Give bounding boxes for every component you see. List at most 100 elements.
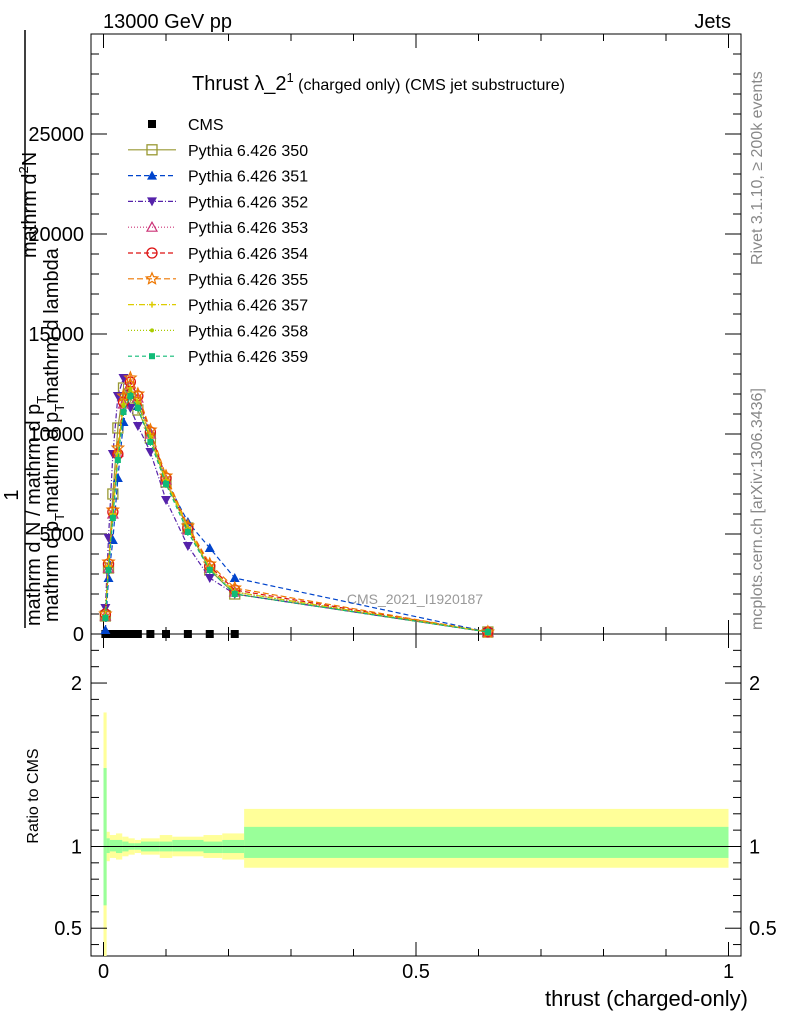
legend-label: Pythia 6.426 351 bbox=[188, 169, 308, 186]
data-point bbox=[127, 393, 134, 399]
legend-item: CMS bbox=[148, 117, 224, 134]
data-point bbox=[134, 405, 141, 411]
header-right: Jets bbox=[694, 11, 731, 33]
plot-title-sup: 1 bbox=[286, 70, 293, 85]
y-label-numerator: mathrm d2N bbox=[16, 152, 41, 258]
ratio-band-inner bbox=[244, 826, 729, 858]
x-tick-label: 1 bbox=[723, 961, 734, 983]
data-point bbox=[145, 448, 156, 457]
legend: CMS Pythia 6.426 350 Pythia 6.426 351 Pythi… bbox=[128, 117, 308, 366]
data-point bbox=[149, 301, 155, 308]
analysis-watermark: CMS_2021_I1920187 bbox=[347, 591, 483, 607]
data-point bbox=[162, 630, 170, 638]
data-point bbox=[204, 543, 215, 552]
plot-title: Thrust λ_21 (charged only) (CMS jet subs… bbox=[192, 70, 565, 95]
data-point bbox=[147, 197, 157, 207]
ratio-band-inner bbox=[106, 838, 110, 854]
legend-label: Pythia 6.426 357 bbox=[188, 298, 308, 315]
data-point bbox=[147, 170, 157, 180]
lower-y-tick-labels: 0.5 1 2 0.5 1 2 bbox=[54, 673, 777, 940]
data-point bbox=[105, 567, 112, 573]
ratio-y-tick-label-right: 1 bbox=[749, 836, 760, 858]
lower-ticks bbox=[91, 634, 741, 956]
mcplots-credit: mcplots.cern.ch [arXiv:1306.3436] bbox=[749, 388, 766, 630]
x-tick-label: 0.5 bbox=[402, 961, 430, 983]
data-point bbox=[107, 488, 119, 500]
ratio-band-inner bbox=[109, 839, 116, 852]
data-point bbox=[108, 630, 117, 638]
rivet-version: Rivet 3.1.10, ≥ 200k events bbox=[749, 71, 766, 265]
legend-label: Pythia 6.426 354 bbox=[188, 246, 308, 263]
legend-label: Pythia 6.426 358 bbox=[188, 323, 308, 340]
lower-frame bbox=[90, 633, 742, 957]
legend-item: Pythia 6.426 352 bbox=[128, 194, 308, 211]
data-point bbox=[184, 529, 191, 535]
plot-title-main: Thrust λ_2 bbox=[192, 73, 286, 95]
legend-label: Pythia 6.426 350 bbox=[188, 143, 308, 160]
series-9 bbox=[102, 392, 491, 636]
upper-ticks bbox=[91, 33, 741, 635]
data-point bbox=[133, 630, 142, 638]
plot-title-rest: (charged only) (CMS jet substructure) bbox=[294, 77, 565, 94]
y-tick-label: 15000 bbox=[28, 324, 84, 346]
data-point bbox=[146, 630, 155, 638]
data-point bbox=[113, 630, 122, 638]
x-axis-label: thrust (charged-only) bbox=[545, 986, 748, 1011]
data-point bbox=[182, 542, 193, 551]
data-point bbox=[100, 625, 111, 634]
legend-item: Pythia 6.426 355 bbox=[128, 271, 308, 289]
y-label-prefactor: 1 bbox=[1, 489, 23, 500]
legend-item: Pythia 6.426 353 bbox=[128, 220, 308, 237]
data-point bbox=[123, 370, 138, 385]
x-tick-labels: 0 0.5 1 bbox=[98, 961, 734, 983]
y-tick-label: 0 bbox=[73, 624, 84, 646]
data-point bbox=[148, 120, 156, 128]
legend-label: Pythia 6.426 353 bbox=[188, 220, 308, 237]
y-tick-label: 25000 bbox=[28, 124, 84, 146]
y-label-denominator: mathrm d pTmathrm d pTmathrm d lambda bbox=[41, 247, 67, 622]
data-point bbox=[102, 615, 109, 621]
ratio-band-inner bbox=[203, 841, 223, 854]
data-point bbox=[206, 567, 213, 573]
data-point bbox=[204, 574, 215, 583]
data-point bbox=[114, 457, 121, 463]
y-tick-label: 10000 bbox=[28, 424, 84, 446]
data-point bbox=[230, 630, 239, 638]
data-point bbox=[126, 630, 135, 638]
data-point bbox=[163, 481, 169, 487]
data-point bbox=[161, 496, 171, 505]
legend-label: CMS bbox=[188, 117, 224, 134]
data-point bbox=[149, 353, 155, 360]
y-tick-label: 20000 bbox=[28, 224, 84, 246]
legend-label: Pythia 6.426 355 bbox=[188, 272, 308, 289]
ratio-y-tick-label-right: 0.5 bbox=[749, 918, 777, 940]
data-point bbox=[121, 404, 126, 408]
ratio-y-tick-label-right: 2 bbox=[749, 673, 760, 695]
data-point bbox=[146, 144, 158, 156]
legend-item: Pythia 6.426 354 bbox=[128, 246, 308, 263]
legend-item: Pythia 6.426 351 bbox=[128, 169, 308, 186]
legend-item: Pythia 6.426 358 bbox=[128, 323, 308, 340]
data-point bbox=[130, 386, 146, 401]
y-tick-label: 5000 bbox=[40, 524, 85, 546]
ratio-bands bbox=[103, 712, 729, 956]
legend-item: Pythia 6.426 350 bbox=[128, 143, 308, 160]
upper-y-axis-label: mathrm d2N mathrm d pTmathrm d pTmathrm … bbox=[1, 30, 67, 628]
data-point bbox=[120, 409, 127, 415]
data-point bbox=[128, 388, 133, 392]
data-point bbox=[205, 630, 214, 638]
ratio-y-tick-label: 2 bbox=[71, 673, 82, 695]
x-tick-label: 0 bbox=[98, 961, 109, 983]
data-point bbox=[119, 630, 128, 638]
upper-y-tick-labels: 0 5000 10000 15000 20000 25000 bbox=[28, 124, 84, 646]
data-point bbox=[146, 247, 158, 259]
data-point bbox=[103, 573, 114, 582]
legend-item: Pythia 6.426 357 bbox=[128, 298, 308, 315]
data-point bbox=[132, 422, 143, 431]
ratio-band-inner bbox=[103, 768, 107, 906]
data-point bbox=[229, 573, 240, 582]
ratio-y-tick-label: 0.5 bbox=[54, 918, 82, 940]
data-point bbox=[231, 591, 238, 597]
legend-item: Pythia 6.426 359 bbox=[128, 349, 308, 366]
